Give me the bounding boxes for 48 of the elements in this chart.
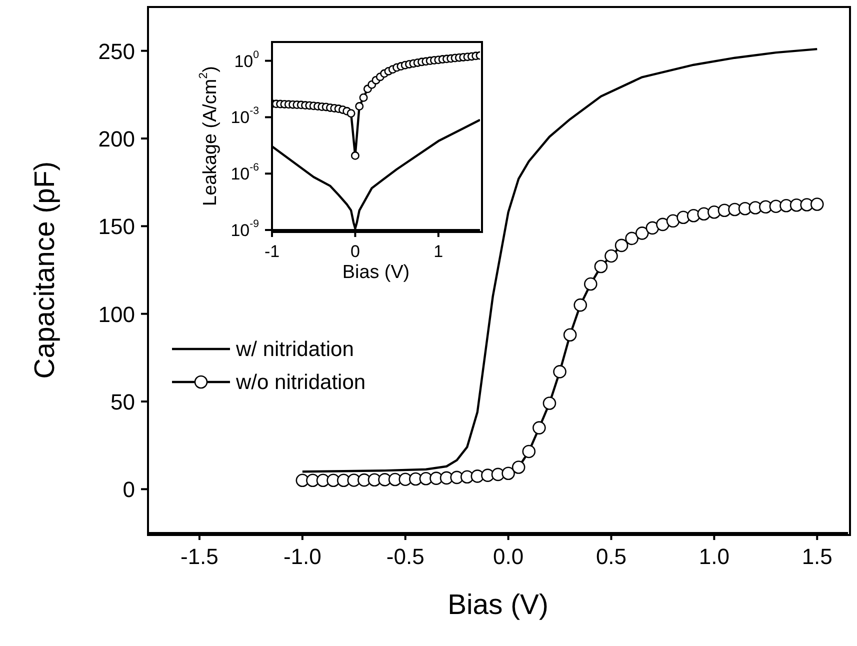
point: [686, 208, 700, 222]
y-axis-title: Capacitance (pF): [29, 161, 61, 379]
x-tick-label: 0.5: [596, 544, 627, 569]
y-tick-label: 250: [98, 38, 135, 64]
point: [810, 198, 824, 211]
point: [532, 421, 546, 434]
point: [614, 238, 628, 252]
point: [646, 221, 660, 235]
y-tick-label: 150: [98, 214, 135, 239]
y-tick-label: 10$^{0}$: [234, 48, 260, 70]
legend-label: w/ nitridation: [235, 338, 354, 360]
x-axis-title: Bias (V): [448, 589, 548, 621]
x-tick-label: 1.0: [698, 544, 730, 569]
point: [635, 226, 649, 240]
point: [594, 260, 608, 274]
point: [502, 466, 515, 480]
point: [656, 218, 670, 232]
point: [350, 151, 360, 160]
y-tick-label: 10$^{-3}$: [230, 105, 260, 127]
point: [522, 444, 536, 458]
y-tick-label: 10$^{-9}$: [230, 218, 260, 240]
y-tick-label: 100: [98, 301, 135, 326]
point: [563, 328, 577, 342]
point: [604, 249, 618, 263]
x-tick-label: -1: [264, 242, 280, 261]
x-tick-label: 1: [434, 242, 444, 261]
x-tick-label: -1.0: [283, 544, 322, 569]
x-tick-label: -1.5: [180, 544, 218, 569]
point: [512, 460, 526, 474]
x-tick-label: 0.0: [492, 544, 524, 569]
point: [584, 277, 598, 291]
point: [553, 365, 566, 378]
x-tick-label: 1.5: [802, 544, 832, 569]
x-tick-label: 0: [350, 242, 360, 261]
y-tick-label: 200: [98, 126, 135, 151]
y-tick-label: 0: [122, 476, 135, 502]
point: [542, 396, 556, 410]
point: [574, 298, 588, 312]
point: [355, 102, 364, 111]
point: [625, 232, 638, 246]
x-tick-label: -0.5: [386, 544, 424, 569]
point: [346, 109, 356, 118]
y-tick-label: 10$^{-6}$: [230, 162, 260, 184]
legend-label: w/o nitridation: [235, 370, 366, 394]
point: [359, 93, 368, 102]
y-tick-label: 50: [110, 389, 135, 414]
point: [666, 214, 680, 228]
x-axis-title: Bias (V): [342, 262, 410, 282]
